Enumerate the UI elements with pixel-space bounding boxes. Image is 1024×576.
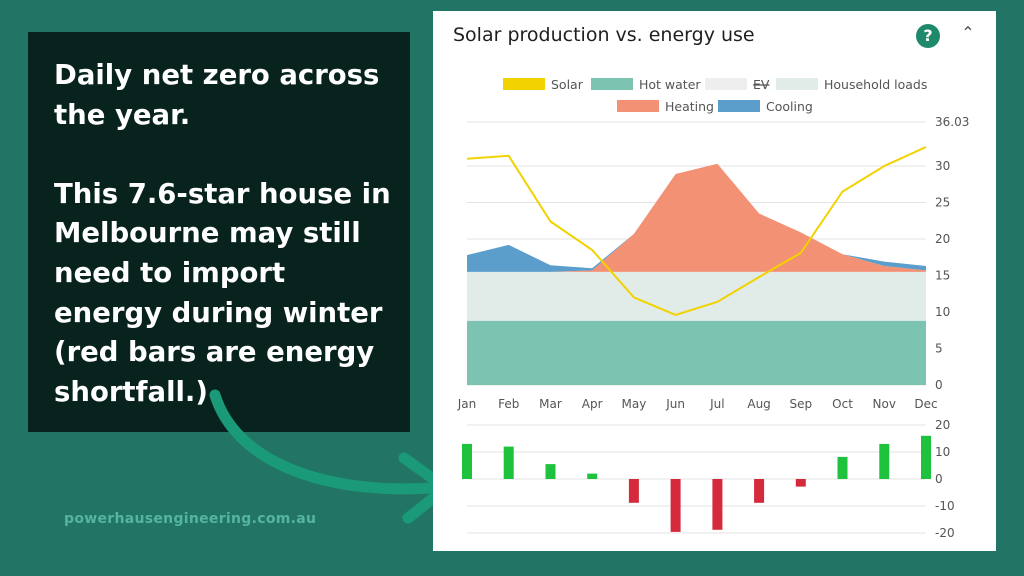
bar-may <box>628 479 639 503</box>
x-tick-label-apr: Apr <box>582 397 603 411</box>
legend-label-household-loads: Household loads <box>824 77 927 92</box>
y-tick-label: 10 <box>935 305 950 319</box>
legend-label-solar: Solar <box>551 77 584 92</box>
y-tick-label: 0 <box>935 378 943 392</box>
help-icon[interactable]: ? <box>916 24 940 48</box>
y-tick-label-max: 36.03 <box>935 115 969 129</box>
chevron-up-icon[interactable]: ⌃ <box>961 23 975 42</box>
y-tick-label: 15 <box>935 269 950 283</box>
legend-label-hot-water: Hot water <box>639 77 701 92</box>
legend-swatch-ev <box>705 78 747 90</box>
x-tick-label-nov: Nov <box>873 397 896 411</box>
x-tick-label-mar: Mar <box>539 397 562 411</box>
bar-y-tick-label: 10 <box>935 445 950 459</box>
line-solar <box>466 146 927 316</box>
bar-mar <box>545 464 556 479</box>
x-tick-label-jan: Jan <box>457 397 477 411</box>
bar-apr <box>587 473 598 479</box>
legend-swatch-cooling <box>718 100 760 112</box>
y-tick-label: 5 <box>935 342 943 356</box>
website-url: powerhausengineering.com.au <box>64 511 317 527</box>
callout-line-2: This 7.6-star house in Melbourne may sti… <box>54 177 391 408</box>
bar-jul <box>712 479 723 530</box>
area-hot-water <box>467 320 926 385</box>
bar-aug <box>754 479 765 503</box>
area-household-loads <box>467 271 926 321</box>
y-tick-label: 30 <box>935 159 950 173</box>
bar-sep <box>795 479 806 487</box>
area-cooling <box>467 163 926 272</box>
x-tick-label-jun: Jun <box>665 397 685 411</box>
callout-line-1: Daily net zero across the year. <box>54 59 380 131</box>
legend-label-ev: EV <box>753 77 770 92</box>
bar-y-tick-label: 20 <box>935 418 950 432</box>
chart-panel: Solar production vs. energy use ? ⌃ Sola… <box>433 11 996 551</box>
bar-jun <box>670 479 681 532</box>
bar-nov <box>879 443 890 479</box>
bar-y-tick-label: -10 <box>935 499 955 513</box>
x-tick-label-jul: Jul <box>709 397 724 411</box>
bar-jan <box>462 443 472 479</box>
legend-swatch-hot-water <box>591 78 633 90</box>
legend-label-cooling: Cooling <box>766 99 813 114</box>
panel-title: Solar production vs. energy use <box>453 24 755 46</box>
callout-box: Daily net zero across the year. This 7.6… <box>28 32 410 432</box>
y-tick-label: 25 <box>935 196 950 210</box>
x-tick-label-dec: Dec <box>914 397 937 411</box>
x-tick-label-feb: Feb <box>498 397 519 411</box>
bar-y-tick-label: 0 <box>935 472 943 486</box>
bar-oct <box>837 456 848 479</box>
chart-svg: Solar Hot water EV Household loads Heating Co… <box>457 77 970 540</box>
x-tick-label-sep: Sep <box>790 397 813 411</box>
legend-swatch-solar <box>503 78 545 90</box>
y-tick-label: 20 <box>935 232 950 246</box>
bar-dec <box>921 435 931 479</box>
bar-feb <box>503 446 514 479</box>
callout-text: Daily net zero across the year. This 7.6… <box>54 56 399 412</box>
x-tick-label-oct: Oct <box>832 397 853 411</box>
area-heating <box>467 163 926 272</box>
legend-label-heating: Heating <box>665 99 714 114</box>
legend-swatch-heating <box>617 100 659 112</box>
x-tick-label-may: May <box>622 397 647 411</box>
bar-y-tick-label: -20 <box>935 526 955 540</box>
legend-swatch-household-loads <box>776 78 818 90</box>
x-tick-label-aug: Aug <box>747 397 770 411</box>
